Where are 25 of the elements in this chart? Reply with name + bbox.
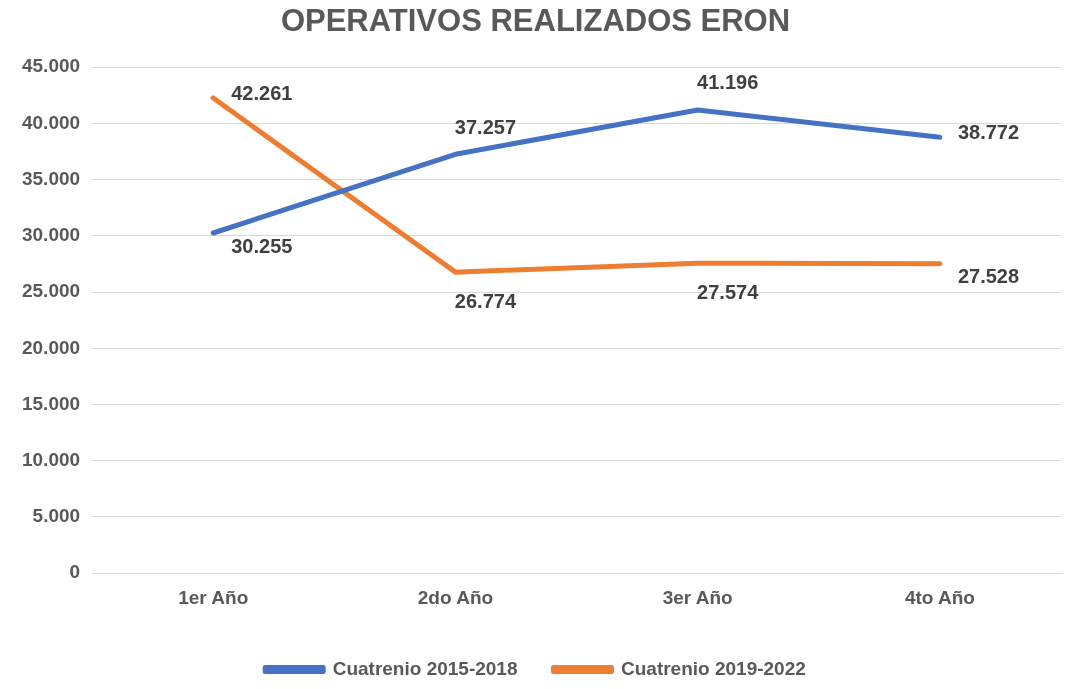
data-label: 26.774 <box>454 289 517 312</box>
x-tick-label: 1er Año <box>178 586 249 608</box>
y-tick-label: 45.000 <box>21 55 81 77</box>
chart-title: OPERATIVOS REALIZADOS ERON <box>280 3 791 39</box>
data-label: 42.261 <box>231 81 293 104</box>
y-tick-label: 20.000 <box>21 336 81 358</box>
y-tick-label: 35.000 <box>21 167 81 189</box>
y-tick-label: 30.000 <box>21 224 81 246</box>
legend-label: Cuatrenio 2015-2018 <box>332 657 518 679</box>
y-tick-label: 5.000 <box>32 505 81 527</box>
y-tick-label: 10.000 <box>21 448 81 470</box>
data-label: 41.196 <box>697 71 759 94</box>
y-tick-label: 40.000 <box>21 111 81 133</box>
data-label: 37.257 <box>454 115 517 138</box>
y-tick-label: 15.000 <box>21 392 81 414</box>
x-tick-label: 2do Año <box>417 586 494 608</box>
y-tick-label: 25.000 <box>21 280 81 302</box>
y-tick-label: 0 <box>69 561 81 583</box>
data-label: 38.772 <box>957 120 1020 143</box>
x-tick-label: 3er Año <box>662 586 733 608</box>
x-tick-label: 4to Año <box>904 586 975 608</box>
data-label: 27.574 <box>697 280 760 303</box>
data-label: 27.528 <box>957 265 1020 288</box>
data-label: 30.255 <box>231 234 293 257</box>
legend-label: Cuatrenio 2019-2022 <box>621 657 806 679</box>
